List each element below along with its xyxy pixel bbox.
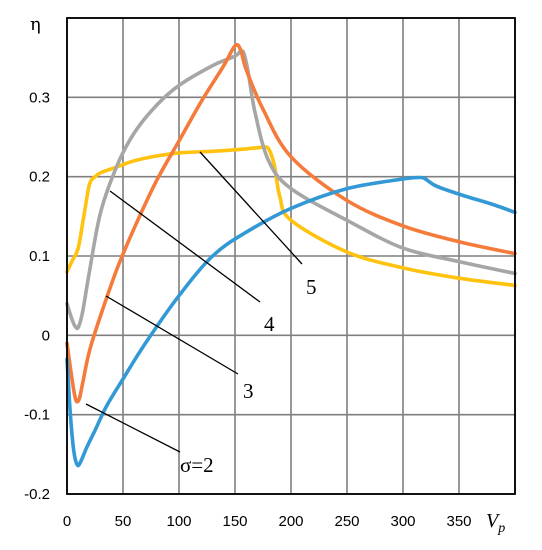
y-axis-label: η <box>30 14 41 35</box>
x-axis-label: Vp <box>486 510 505 536</box>
y-tick-label: -0.1 <box>24 407 50 424</box>
x-tick-label: 150 <box>222 513 247 530</box>
curve-label-sigma-2: σ=2 <box>180 453 214 477</box>
x-tick-label: 200 <box>278 513 303 530</box>
y-tick-label: 0 <box>42 327 50 344</box>
x-tick-label: 300 <box>390 513 415 530</box>
y-tick-label: 0.2 <box>29 169 50 186</box>
y-tick-label: 0.3 <box>29 89 50 106</box>
series-lines <box>65 42 517 468</box>
curve-label-4: 4 <box>264 312 275 336</box>
series-line-5 <box>65 145 517 288</box>
x-axis-label-subscript: p <box>497 521 505 536</box>
leader-line-4 <box>109 190 261 303</box>
y-tick-labels: -0.2 -0.1 0 0.1 0.2 0.3 <box>24 89 50 503</box>
curve-label-3: 3 <box>243 379 254 403</box>
y-tick-label: -0.2 <box>24 486 50 503</box>
x-tick-label: 50 <box>115 513 132 530</box>
series-line-σ=2 <box>65 175 517 468</box>
curve-label-5: 5 <box>306 275 317 299</box>
series-line-3 <box>65 42 517 404</box>
y-tick-label: 0.1 <box>29 248 50 265</box>
plot-frame <box>66 17 516 495</box>
x-tick-label: 250 <box>334 513 359 530</box>
leader-line-5 <box>199 151 303 265</box>
leader-line-sigma <box>85 403 181 453</box>
x-tick-label: 100 <box>166 513 191 530</box>
leader-line-3 <box>105 295 239 375</box>
x-tick-label: 350 <box>446 513 471 530</box>
grid <box>66 17 516 495</box>
x-tick-labels: 0 50 100 150 200 250 300 350 <box>63 513 472 530</box>
x-axis-label-main: V <box>486 510 501 532</box>
x-tick-label: 0 <box>63 513 71 530</box>
curve-annotations: 5 4 3 σ=2 <box>85 151 317 477</box>
